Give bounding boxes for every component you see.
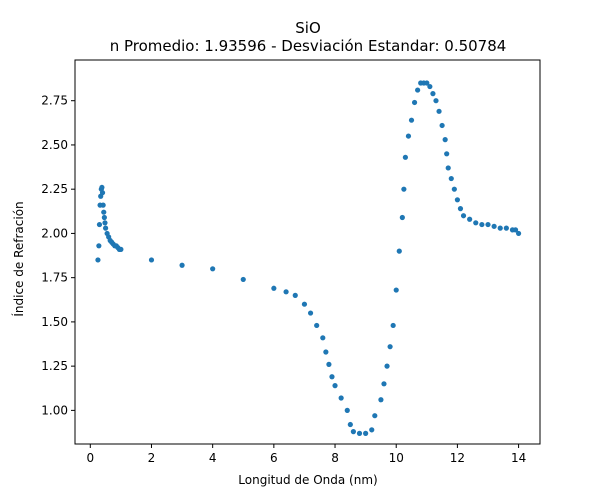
y-axis-label: Índice de Refración [11,201,26,316]
data-point [314,322,320,329]
x-tick-label: 4 [209,451,217,465]
data-point [444,151,450,157]
data-point [485,221,491,228]
data-point [402,154,408,160]
data-point [347,421,353,428]
y-tick-label: 1.00 [41,403,68,417]
data-point [148,257,155,263]
data-point [515,230,522,237]
x-tick-label: 0 [86,451,94,465]
data-point [179,262,185,268]
data-point [427,83,433,90]
data-point [292,292,298,298]
chart-title: SiO [295,19,321,37]
data-point [393,287,399,293]
data-point [101,214,107,221]
data-point [369,427,375,433]
data-point [381,381,387,387]
data-point [332,383,338,389]
x-tick-label: 14 [511,451,526,465]
data-point [387,344,393,350]
data-point [503,225,509,231]
x-tick-label: 10 [389,451,404,465]
plot-area [74,59,541,445]
data-point [512,227,519,233]
data-point [307,310,314,316]
x-axis-label: Longitud de Onda (nm) [238,473,377,487]
x-tick-label: 2 [148,451,156,465]
data-point [390,322,396,329]
data-point [356,430,363,436]
data-point [479,221,485,228]
data-point [372,413,378,419]
data-point [467,216,473,222]
data-point [401,186,407,192]
data-point [99,190,106,196]
data-point [442,137,448,143]
data-point [439,122,445,129]
data-point [323,349,329,355]
data-point [301,301,308,307]
data-point [378,397,384,403]
data-point [491,223,497,229]
data-point [497,225,503,231]
data-point [460,213,467,219]
chart-subtitle: n Promedio: 1.93596 - Desviación Estanda… [110,37,507,55]
data-point [405,133,412,139]
y-tick-label: 1.75 [41,271,68,285]
data-point [454,197,460,203]
y-axis: 1.00 1.25 1.50 1.75 2.00 2.25 2.50 2.75 [41,94,75,417]
y-tick-label: 1.50 [41,315,68,329]
data-point [448,175,454,182]
data-point [320,335,326,341]
data-point [210,266,216,272]
x-axis: 0 2 4 6 8 10 12 14 [86,444,526,465]
data-point [95,257,101,263]
data-point [396,248,402,254]
data-point [411,99,418,106]
data-point [329,374,335,380]
data-point [451,186,457,192]
data-point [96,221,103,228]
data-point [118,246,124,252]
data-point [271,285,277,291]
data-point [457,206,464,212]
data-point [445,165,451,171]
data-point [363,430,369,436]
data-point [99,184,105,191]
x-tick-label: 8 [331,451,339,465]
y-tick-label: 2.00 [41,226,68,240]
data-point [415,87,421,93]
data-points [95,80,522,436]
data-point [240,276,246,283]
data-point [430,91,436,97]
y-tick-label: 2.75 [41,94,68,108]
data-point [350,429,356,435]
data-point [326,361,332,367]
data-point [283,289,289,295]
y-tick-label: 2.25 [41,182,68,196]
data-point [101,209,107,215]
data-point [408,117,415,123]
data-point [102,220,108,226]
y-tick-label: 1.25 [41,359,68,373]
data-point [102,225,109,231]
y-tick-label: 2.50 [41,138,68,152]
data-point [399,214,405,221]
data-point [96,243,102,249]
data-point [433,98,439,104]
data-point [344,407,350,413]
data-point [384,363,390,369]
data-point [436,108,442,114]
data-point [473,220,479,226]
x-tick-label: 6 [270,451,278,465]
data-point [424,80,430,86]
x-tick-label: 12 [450,451,465,465]
data-point [338,395,344,401]
data-point [100,202,106,208]
